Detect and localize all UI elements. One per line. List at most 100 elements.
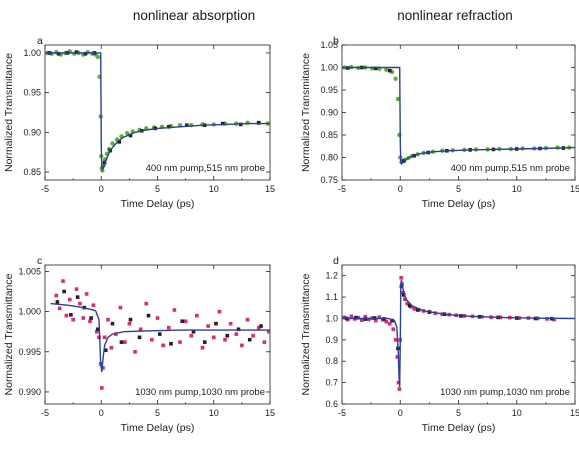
data-point [157,332,162,336]
fit-line [45,52,270,172]
data-point [262,340,267,344]
data-point [89,316,93,320]
data-point [395,96,401,102]
data-point [133,349,137,354]
data-point [552,317,556,322]
data-point [256,325,261,330]
data-point [75,295,80,299]
panel-annotation: 400 nm pump,515 nm probe [451,163,570,174]
data-point [183,319,188,324]
data-point [103,348,108,352]
x-tick-label: 10 [512,408,522,418]
data-point [387,322,392,326]
data-point [384,319,389,324]
fit-line [342,279,575,387]
data-point [251,333,255,338]
x-tick-label: 15 [570,408,579,418]
y-tick-label: 1.00 [320,63,338,73]
y-tick-label: 0.80 [320,153,338,163]
x-tick-label: 10 [209,408,219,418]
data-point [223,337,227,342]
data-point [106,317,110,322]
x-axis-label: Time Delay (ps) [422,198,496,210]
data-point [396,380,401,385]
x-tick-label: 0 [99,408,104,418]
data-point [228,321,233,326]
x-tick-label: 0 [398,408,403,418]
x-tick-label: -5 [338,184,346,194]
data-point [155,316,160,320]
data-point [240,343,244,348]
panel-label: d [333,255,339,267]
x-axis-label: Time Delay (ps) [121,198,195,210]
data-point [214,321,218,326]
plot-area [342,64,575,166]
data-point [96,327,100,332]
fit-line [342,66,575,166]
y-tick-label: 0.85 [23,167,41,177]
fit-line [50,302,270,372]
x-tick-label: 0 [99,184,104,194]
data-point [117,140,122,144]
data-point [259,324,263,328]
data-point [144,301,149,306]
x-tick-label: 15 [570,184,579,194]
data-point [128,133,133,138]
data-point [245,120,250,126]
data-point [55,300,60,304]
plot-frame [341,264,576,405]
y-tick-label: 0.90 [320,108,338,118]
y-tick-label: 0.6 [325,399,338,409]
data-point [83,51,88,56]
data-point [84,292,89,296]
data-point [342,315,347,320]
data-point [118,305,123,310]
data-point [407,303,412,308]
y-tick-label: 0.85 [320,130,338,140]
data-point [91,303,96,307]
panel-annotation: 400 nm pump,515 nm probe [146,163,265,174]
data-point [220,121,225,126]
chart-panel-c: c -5 0 5 10 15 0.990 0.995 1.000 1.005 Time Delay … [3,255,275,434]
data-point [169,341,173,346]
data-point [191,329,196,334]
x-tick-label: 15 [265,184,275,194]
data-point [102,335,107,340]
data-point [180,319,185,324]
data-point [78,301,82,306]
panel-label: c [37,255,42,267]
data-point [384,67,389,72]
data-point [234,332,239,336]
data-point [110,141,115,146]
data-point [202,340,207,344]
y-axis-label: Normalized Transmitance [3,53,15,172]
data-point [62,289,66,294]
data-point [67,297,72,302]
y-tick-label: 0.7 [325,378,338,388]
data-point [393,338,398,342]
data-point [161,343,165,348]
data-point [178,340,182,344]
data-point [390,318,394,323]
y-tick-label: 0.8 [325,356,338,366]
y-tick-label: 1.00 [23,48,41,58]
panel-annotation: 1030 nm pump,1030 nm probe [440,387,570,398]
x-tick-label: 5 [456,408,461,418]
plot-frame [44,44,271,181]
x-tick-label: 5 [155,408,160,418]
data-point [74,287,79,291]
data-point [200,345,205,350]
data-point [81,316,86,320]
data-point [150,337,154,342]
data-point [137,335,142,340]
y-tick-label: 1.005 [18,266,41,276]
y-tick-label: 1.000 [18,307,41,317]
data-point [387,68,392,73]
data-point [69,313,73,317]
data-point [405,301,410,306]
y-tick-label: 1.0 [325,313,338,323]
chart-panel-b: b -5 0 5 10 15 0.75 0.80 0.85 0.90 0.95 1.00 1.05 Tim… [300,35,579,210]
data-point [74,50,79,54]
data-point [110,321,115,326]
